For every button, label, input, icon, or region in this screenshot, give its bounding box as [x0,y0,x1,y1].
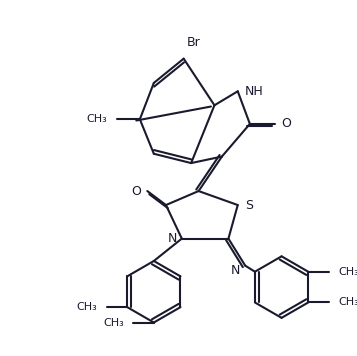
Text: Br: Br [186,36,200,49]
Text: NH: NH [245,85,264,98]
Text: CH₃: CH₃ [338,298,357,308]
Text: N: N [231,264,241,277]
Text: O: O [282,117,291,130]
Text: CH₃: CH₃ [338,267,357,277]
Text: N: N [168,232,177,245]
Text: CH₃: CH₃ [77,302,97,312]
Text: S: S [245,199,253,211]
Text: CH₃: CH₃ [103,318,124,328]
Text: CH₃: CH₃ [86,114,107,124]
Text: O: O [131,184,141,198]
